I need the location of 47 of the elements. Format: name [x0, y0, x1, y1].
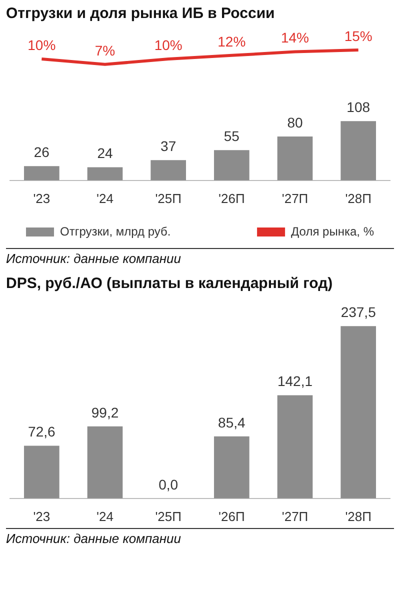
data-label: 12%: [218, 33, 246, 50]
bar: [277, 395, 313, 498]
data-label: 237,5: [340, 304, 376, 320]
x-tick-label: '23: [33, 190, 50, 206]
legend-label: Отгрузки, млрд руб.: [60, 224, 171, 238]
bar: [150, 160, 186, 180]
data-label: 108: [346, 98, 370, 115]
data-label: 10%: [28, 36, 56, 53]
data-label: 142,1: [277, 373, 313, 390]
x-tick-label: '26П: [218, 508, 245, 524]
text: Источник: данные компании: [6, 528, 394, 546]
data-label: 55: [224, 128, 240, 144]
x-tick-label: '24: [96, 190, 114, 206]
bar: [214, 150, 250, 180]
chart-title: DPS, руб./АО (выплаты в календарный год): [6, 274, 334, 293]
data-label: 10%: [154, 36, 182, 53]
x-tick-label: '25П: [155, 190, 182, 206]
bar: [87, 426, 123, 498]
bar: [24, 166, 60, 180]
bar: [214, 436, 250, 498]
data-label: 80: [287, 114, 303, 130]
legend-label: Доля рынка, %: [291, 224, 374, 238]
bar: [87, 167, 123, 180]
data-label: 0,0: [158, 476, 178, 492]
x-tick-label: '27П: [282, 190, 308, 206]
bar: [340, 326, 376, 498]
x-tick-label: '26П: [218, 190, 245, 206]
x-tick-label: '27П: [282, 508, 308, 524]
data-label: 37: [160, 138, 176, 154]
x-tick-label: '28П: [345, 508, 372, 524]
data-label: 14%: [280, 30, 310, 46]
bar: [340, 121, 376, 180]
data-label: 26: [34, 144, 50, 160]
bar: [24, 446, 60, 498]
x-tick-label: '23: [33, 508, 50, 524]
data-label: 72,6: [28, 424, 56, 440]
x-tick-label: '28П: [345, 190, 372, 206]
chart-title: Отгрузки и доля рынка ИБ в России: [6, 4, 276, 23]
data-label: 99,2: [91, 404, 119, 420]
data-label: 7%: [94, 42, 116, 58]
x-tick-label: '25П: [155, 508, 182, 524]
bar: [277, 136, 313, 180]
data-label: 85,4: [218, 414, 246, 430]
data-label: 24: [97, 145, 113, 162]
text: Источник: данные компании: [6, 248, 394, 266]
data-label: 15%: [344, 28, 372, 44]
x-tick-label: '24: [96, 508, 114, 524]
